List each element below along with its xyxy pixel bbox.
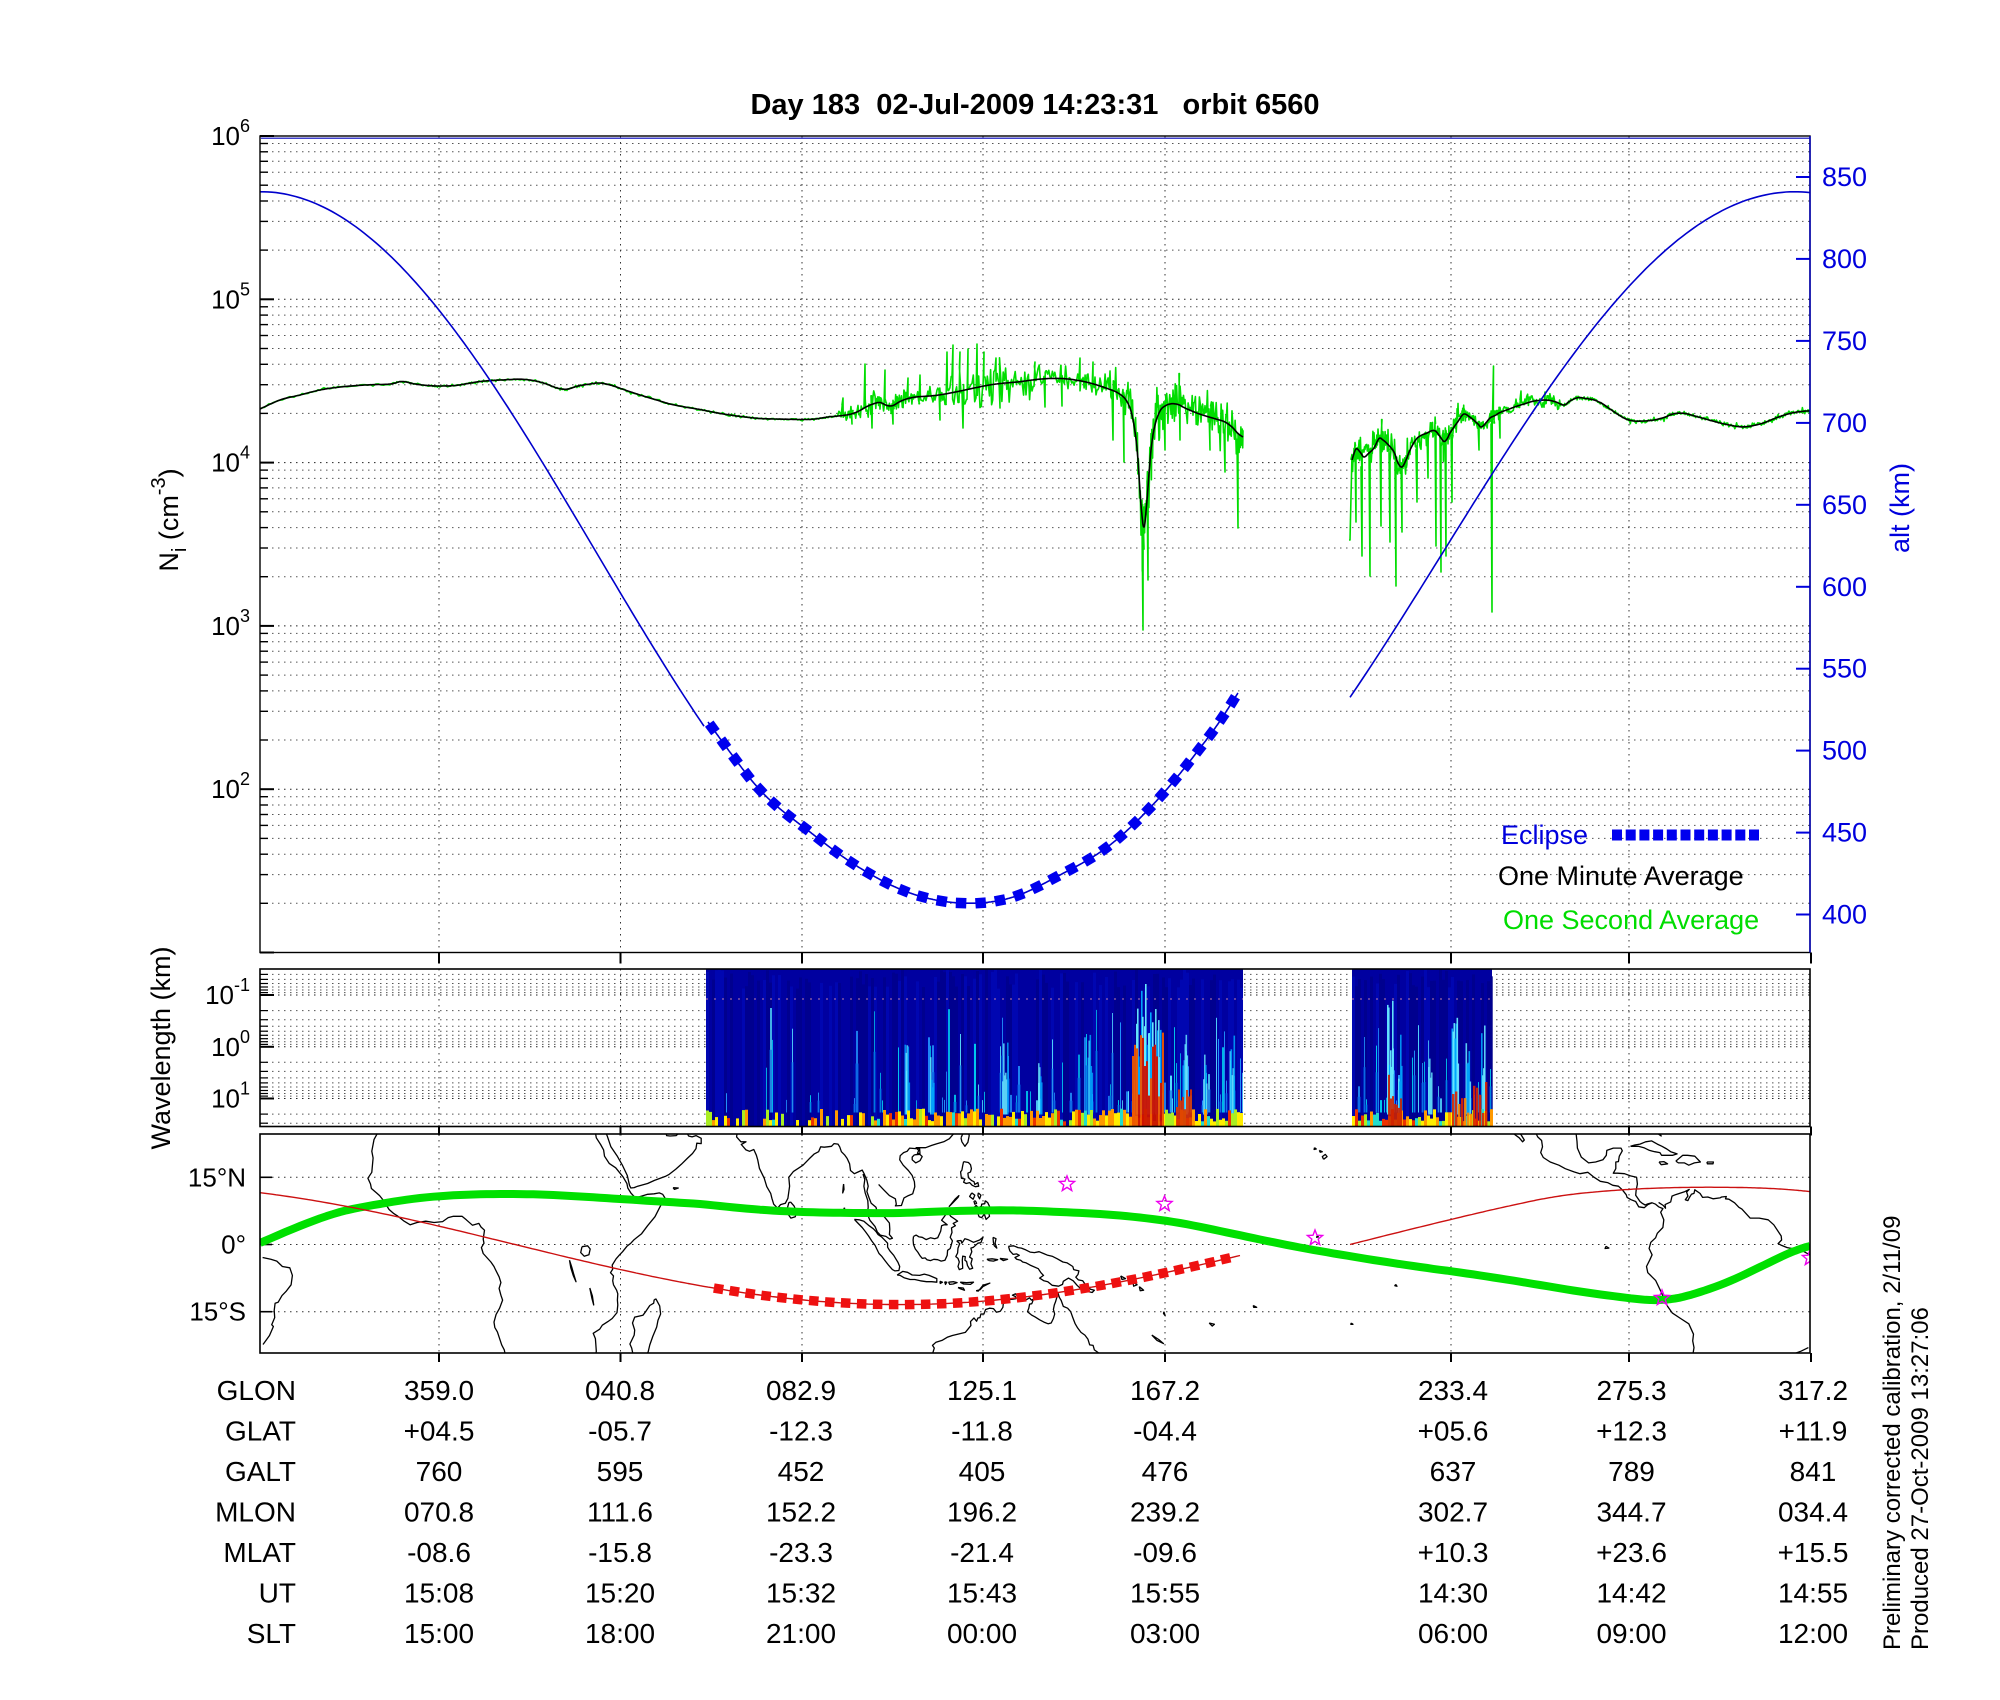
svg-text:+10.3: +10.3 — [1418, 1537, 1489, 1568]
svg-text:550: 550 — [1822, 654, 1867, 684]
svg-text:12:00: 12:00 — [1778, 1618, 1848, 1649]
svg-text:+23.6: +23.6 — [1596, 1537, 1667, 1568]
svg-text:850: 850 — [1822, 162, 1867, 192]
svg-text:317.2: 317.2 — [1778, 1375, 1848, 1406]
svg-text:GLAT: GLAT — [225, 1416, 296, 1447]
svg-text:15:00: 15:00 — [404, 1618, 474, 1649]
svg-text:400: 400 — [1822, 900, 1867, 930]
svg-text:-04.4: -04.4 — [1133, 1416, 1197, 1447]
svg-text:111.6: 111.6 — [587, 1497, 653, 1528]
svg-text:Produced 27-Oct-2009 13:27:06: Produced 27-Oct-2009 13:27:06 — [1907, 1307, 1934, 1650]
svg-text:750: 750 — [1822, 326, 1867, 356]
svg-text:476: 476 — [1142, 1456, 1189, 1487]
svg-text:21:00: 21:00 — [766, 1618, 836, 1649]
svg-text:-12.3: -12.3 — [769, 1416, 833, 1447]
svg-text:275.3: 275.3 — [1596, 1375, 1666, 1406]
svg-text:+04.5: +04.5 — [404, 1416, 475, 1447]
svg-text:600: 600 — [1822, 572, 1867, 602]
svg-text:637: 637 — [1430, 1456, 1477, 1487]
svg-text:034.4: 034.4 — [1778, 1497, 1848, 1528]
svg-text:alt (km): alt (km) — [1885, 463, 1915, 553]
svg-text:700: 700 — [1822, 408, 1867, 438]
svg-text:MLON: MLON — [215, 1497, 296, 1528]
svg-text:196.2: 196.2 — [947, 1497, 1017, 1528]
svg-text:15:20: 15:20 — [585, 1578, 655, 1609]
svg-text:+12.3: +12.3 — [1596, 1416, 1667, 1447]
svg-text:15:55: 15:55 — [1130, 1578, 1200, 1609]
svg-text:070.8: 070.8 — [404, 1497, 474, 1528]
svg-text:Wavelength (km): Wavelength (km) — [146, 946, 176, 1149]
svg-text:15:08: 15:08 — [404, 1578, 474, 1609]
svg-text:Day 183 02-Jul-2009 14:23:31: Day 183 02-Jul-2009 14:23:31 orbit 6560 — [750, 89, 1319, 121]
svg-text:15:32: 15:32 — [766, 1578, 836, 1609]
svg-text:-21.4: -21.4 — [950, 1537, 1014, 1568]
svg-text:800: 800 — [1822, 244, 1867, 274]
svg-text:359.0: 359.0 — [404, 1375, 474, 1406]
svg-text:152.2: 152.2 — [766, 1497, 836, 1528]
svg-text:-23.3: -23.3 — [769, 1537, 833, 1568]
svg-text:105: 105 — [211, 279, 250, 314]
svg-text:-08.6: -08.6 — [407, 1537, 471, 1568]
svg-text:GALT: GALT — [225, 1456, 296, 1487]
svg-text:Preliminary corrected calibrat: Preliminary corrected calibration, 2/11/… — [1879, 1216, 1906, 1650]
svg-text:06:00: 06:00 — [1418, 1618, 1488, 1649]
svg-text:-05.7: -05.7 — [588, 1416, 652, 1447]
svg-text:Eclipse: Eclipse — [1501, 820, 1588, 850]
svg-text:UT: UT — [259, 1578, 296, 1609]
svg-text:0°: 0° — [221, 1230, 246, 1260]
svg-text:MLAT: MLAT — [223, 1537, 296, 1568]
svg-text:789: 789 — [1608, 1456, 1655, 1487]
svg-text:302.7: 302.7 — [1418, 1497, 1488, 1528]
svg-text:14:42: 14:42 — [1596, 1578, 1666, 1609]
svg-text:841: 841 — [1790, 1456, 1837, 1487]
svg-text:452: 452 — [778, 1456, 825, 1487]
svg-text:-09.6: -09.6 — [1133, 1537, 1197, 1568]
svg-text:500: 500 — [1822, 736, 1867, 766]
svg-text:082.9: 082.9 — [766, 1375, 836, 1406]
svg-text:239.2: 239.2 — [1130, 1497, 1200, 1528]
svg-text:15:43: 15:43 — [947, 1578, 1017, 1609]
svg-text:650: 650 — [1822, 490, 1867, 520]
svg-text:760: 760 — [416, 1456, 463, 1487]
svg-text:450: 450 — [1822, 818, 1867, 848]
svg-text:167.2: 167.2 — [1130, 1375, 1200, 1406]
svg-text:03:00: 03:00 — [1130, 1618, 1200, 1649]
svg-text:SLT: SLT — [247, 1618, 296, 1649]
svg-text:595: 595 — [597, 1456, 644, 1487]
svg-text:040.8: 040.8 — [585, 1375, 655, 1406]
svg-text:15°S: 15°S — [189, 1297, 246, 1327]
svg-text:14:55: 14:55 — [1778, 1578, 1848, 1609]
svg-text:00:00: 00:00 — [947, 1618, 1017, 1649]
svg-text:-11.8: -11.8 — [951, 1416, 1013, 1447]
svg-text:344.7: 344.7 — [1596, 1497, 1666, 1528]
svg-text:One Second Average: One Second Average — [1503, 905, 1759, 935]
svg-text:GLON: GLON — [217, 1375, 296, 1406]
svg-text:One Minute Average: One Minute Average — [1498, 861, 1744, 891]
svg-text:14:30: 14:30 — [1418, 1578, 1488, 1609]
svg-text:125.1: 125.1 — [947, 1375, 1017, 1406]
svg-text:15°N: 15°N — [188, 1162, 246, 1192]
svg-text:405: 405 — [959, 1456, 1006, 1487]
svg-text:+11.9: +11.9 — [1779, 1416, 1848, 1447]
svg-text:09:00: 09:00 — [1596, 1618, 1666, 1649]
svg-text:+05.6: +05.6 — [1418, 1416, 1489, 1447]
svg-text:233.4: 233.4 — [1418, 1375, 1488, 1406]
svg-text:18:00: 18:00 — [585, 1618, 655, 1649]
svg-text:+15.5: +15.5 — [1778, 1537, 1849, 1568]
svg-text:-15.8: -15.8 — [588, 1537, 652, 1568]
